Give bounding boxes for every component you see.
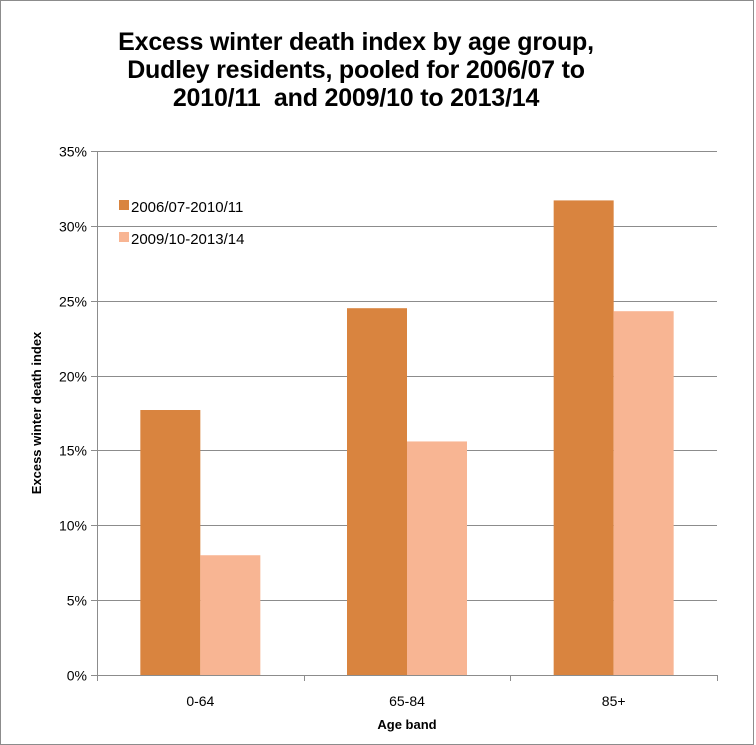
bar-2-65-84 xyxy=(407,441,467,675)
bars xyxy=(140,200,674,676)
y-tick-label: 5% xyxy=(67,593,87,609)
y-axis-title: Excess winter death index xyxy=(29,331,44,494)
chart-title-line-1: Excess winter death index by age group, xyxy=(118,28,594,56)
legend: 2006/07-2010/11 2009/10-2013/14 xyxy=(119,199,244,248)
chart-title-line-2: Dudley residents, pooled for 2006/07 to xyxy=(127,56,585,84)
legend-swatch xyxy=(119,232,129,242)
bar-1-0-64 xyxy=(140,410,201,675)
x-tick-label: 65-84 xyxy=(389,693,425,709)
x-tick-label: 0-64 xyxy=(186,693,214,709)
bar-2-0-64 xyxy=(200,555,261,675)
y-tick-label: 0% xyxy=(67,668,87,684)
y-tick-label: 25% xyxy=(59,294,87,310)
chart-title: Excess winter death index by age group, … xyxy=(0,28,712,112)
axes: 0% 5% 10% 15% 20% 25% 30% 35% 0-64 65-84 85+ xyxy=(59,144,718,709)
y-tick-label: 10% xyxy=(59,518,87,534)
bar-2-85+ xyxy=(613,311,674,675)
y-tick-label: 15% xyxy=(59,443,87,459)
y-tick-label: 30% xyxy=(59,219,87,235)
chart-title-line-3: 2010/11 and 2009/10 to 2013/14 xyxy=(172,84,540,112)
legend-swatch xyxy=(119,200,129,210)
x-tick-label: 85+ xyxy=(602,693,626,709)
legend-label: 2006/07-2010/11 xyxy=(131,199,243,216)
bar-1-65-84 xyxy=(347,308,407,675)
bar-1-85+ xyxy=(553,200,614,676)
y-tick-label: 20% xyxy=(59,369,87,385)
x-axis-title: Age band xyxy=(377,717,436,732)
legend-label: 2009/10-2013/14 xyxy=(131,231,244,248)
y-tick-label: 35% xyxy=(59,144,87,160)
